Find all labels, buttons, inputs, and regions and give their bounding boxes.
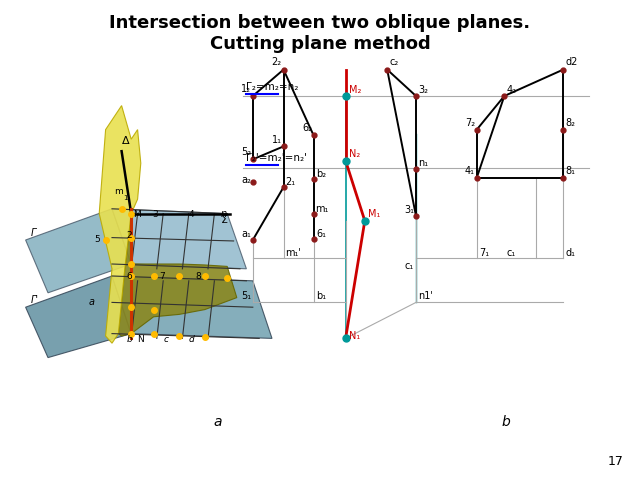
Polygon shape [112,209,246,269]
Text: b₂: b₂ [316,168,326,179]
Text: m₁: m₁ [316,204,329,214]
Text: 5: 5 [95,235,100,244]
Text: a₁: a₁ [241,228,251,239]
Text: 3: 3 [152,210,158,219]
Text: N: N [138,335,145,344]
Text: Γ₂'=m₂'=n₂': Γ₂'=m₂'=n₂' [246,153,307,163]
Text: 5₁: 5₁ [241,291,251,301]
Text: 5₂: 5₂ [241,147,251,157]
Text: n: n [221,209,227,219]
Text: N₂: N₂ [349,149,360,159]
Text: 17: 17 [608,455,624,468]
Text: b₁: b₁ [316,291,326,301]
Polygon shape [118,214,237,336]
Text: d2: d2 [565,57,577,67]
Text: 6₁: 6₁ [316,229,326,239]
Text: c₂: c₂ [389,57,398,67]
Polygon shape [26,276,131,358]
Text: 8₂: 8₂ [565,118,575,128]
Text: Δ: Δ [122,136,129,146]
Text: d: d [189,335,195,344]
Text: b: b [127,335,132,344]
Text: a: a [213,415,222,430]
Text: 7₁: 7₁ [479,248,489,258]
Text: Intersection between two oblique planes.
Cutting plane method: Intersection between two oblique planes.… [109,14,531,53]
Text: Γ': Γ' [31,295,38,305]
Text: 8₁: 8₁ [565,166,575,176]
Text: 2: 2 [127,230,132,240]
Text: M: M [133,210,141,219]
Text: d₁: d₁ [565,248,575,258]
Text: c: c [163,335,168,344]
Text: 6: 6 [127,272,132,281]
Text: n1': n1' [418,291,433,301]
Text: n₁: n₁ [418,158,428,168]
Text: 1₂: 1₂ [241,84,251,94]
Text: 2₂: 2₂ [271,57,282,67]
Text: b: b [501,415,510,430]
Text: 3₁: 3₁ [404,204,414,215]
Text: 6₂: 6₂ [302,123,312,133]
Text: m₁': m₁' [285,248,301,258]
Text: 1: 1 [123,195,127,201]
Text: N₁: N₁ [349,331,360,341]
Polygon shape [112,276,272,338]
Polygon shape [99,106,141,343]
Text: 1₁: 1₁ [271,135,282,145]
Text: M₂: M₂ [349,84,361,95]
Text: m: m [114,187,123,196]
Text: 2₁: 2₁ [285,177,296,187]
Text: Σ: Σ [221,215,228,225]
Text: 4: 4 [189,210,195,219]
Text: c₁: c₁ [506,248,515,258]
Text: Γ: Γ [31,228,36,238]
Polygon shape [26,209,131,293]
Text: 7₂: 7₂ [465,118,475,128]
Text: 4₁: 4₁ [465,166,475,176]
Text: Γ₂=m₂=n₂: Γ₂=m₂=n₂ [246,82,299,92]
Text: a: a [88,297,94,307]
Text: c₁: c₁ [405,261,414,271]
Text: 4₂: 4₂ [506,84,516,95]
Text: 7: 7 [159,272,164,281]
Text: M₁: M₁ [368,209,380,219]
Text: 8: 8 [195,272,201,281]
Text: 3₂: 3₂ [418,84,428,95]
Text: a₂: a₂ [241,175,251,185]
